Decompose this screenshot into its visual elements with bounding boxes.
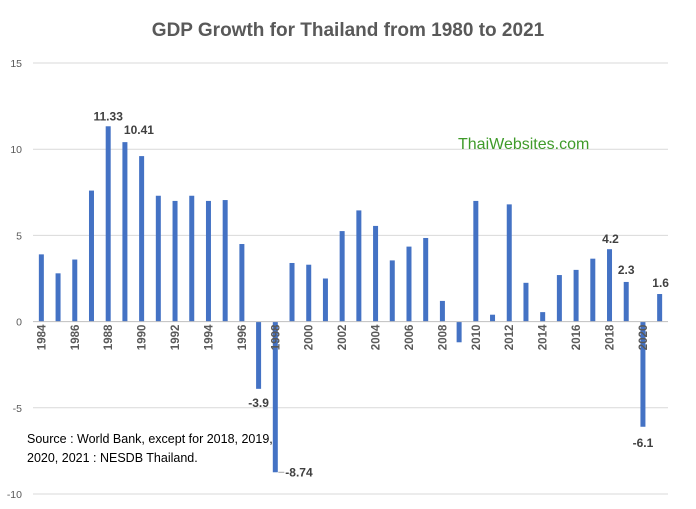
data-label-2021: 1.6 [652, 276, 669, 290]
bar-2002 [339, 231, 345, 322]
watermark-text: ThaiWebsites.com [458, 136, 590, 153]
bar-2007 [423, 237, 429, 322]
x-tick-label: 2000 [304, 325, 316, 351]
source-line-1: Source : World Bank, except for 2018, 20… [27, 432, 273, 446]
x-tick-label: 2008 [437, 324, 449, 350]
gridlines [33, 62, 668, 495]
bar-2019 [623, 281, 629, 322]
bar-2016 [573, 269, 579, 322]
bar-2008 [439, 300, 445, 322]
data-label-1988: 11.33 [94, 109, 124, 123]
bar-1995 [222, 200, 228, 322]
data-label-1998: -8.74 [285, 465, 313, 479]
bar-2011 [490, 314, 496, 322]
bar-1988 [105, 126, 111, 322]
x-tick-label: 1992 [170, 325, 182, 351]
bar-2020 [640, 321, 646, 427]
bar-1996 [239, 244, 245, 322]
bar-2005 [389, 260, 395, 322]
y-tick-label: 10 [10, 144, 22, 156]
bar-1986 [72, 259, 78, 322]
y-tick-label: -10 [7, 489, 22, 501]
x-tick-label: 1998 [270, 324, 282, 350]
bar-2013 [523, 282, 529, 322]
source-note: Source : World Bank, except for 2018, 20… [27, 430, 307, 468]
bar-1994 [205, 200, 211, 322]
x-tick-label: 1990 [137, 325, 149, 351]
source-line-2: 2020, 2021 : NESDB Thailand. [27, 451, 198, 465]
y-tick-label: 5 [16, 230, 22, 242]
x-tick-label: 2014 [538, 324, 550, 350]
bar-1997 [256, 321, 262, 389]
y-axis: -10 -5 0 5 10 15 [7, 58, 22, 501]
x-tick-label: 2002 [337, 325, 349, 351]
x-tick-label: 1994 [203, 324, 215, 350]
x-tick-label: 2010 [471, 325, 483, 351]
y-tick-label: -5 [13, 403, 22, 415]
bar-2000 [306, 264, 312, 322]
x-tick-label: 1986 [70, 325, 82, 351]
x-tick-label: 2012 [504, 325, 516, 351]
x-tick-label: 1984 [36, 324, 48, 350]
bar-2021 [657, 294, 663, 322]
bar-2003 [356, 210, 362, 322]
x-tick-label: 2018 [605, 324, 617, 350]
x-tick-label: 2004 [371, 324, 383, 350]
x-tick-label: 1988 [103, 324, 115, 350]
bar-2009 [456, 321, 462, 343]
bar-1992 [172, 200, 178, 322]
bar-2012 [506, 204, 512, 322]
bar-1984 [38, 254, 44, 322]
bar-1999 [289, 262, 295, 322]
x-axis: 1984 1986 1988 1990 1992 1994 1996 1998 2000 2002… [33, 321, 668, 351]
bar-1989 [122, 142, 128, 322]
bar-2014 [540, 312, 546, 322]
data-label-1997: -3.9 [248, 396, 269, 410]
bar-1991 [155, 195, 161, 322]
bars [38, 126, 663, 473]
bar-2001 [322, 278, 328, 322]
bar-1998 [272, 321, 278, 473]
chart-title: GDP Growth for Thailand from 1980 to 202… [151, 20, 545, 41]
x-tick-label: 1996 [237, 325, 249, 351]
data-label-1989: 10.41 [124, 123, 154, 137]
y-tick-label: 0 [16, 317, 22, 329]
bar-1990 [139, 156, 145, 322]
bar-2018 [607, 249, 613, 322]
bar-1987 [88, 190, 94, 322]
bar-2017 [590, 258, 596, 322]
bar-2015 [556, 275, 562, 322]
x-tick-label: 2016 [571, 325, 583, 351]
bar-2006 [406, 246, 412, 322]
bar-2010 [473, 200, 479, 322]
bar-1985 [55, 273, 61, 322]
x-tick-label: 2006 [404, 325, 416, 351]
bar-1993 [189, 195, 195, 322]
data-label-2018: 4.2 [602, 232, 619, 246]
x-tick-label: 2020 [638, 325, 650, 351]
y-tick-label: 15 [10, 58, 22, 70]
data-label-2020: -6.1 [633, 436, 654, 450]
bar-2004 [373, 225, 379, 322]
data-label-2019: 2.3 [618, 263, 635, 277]
